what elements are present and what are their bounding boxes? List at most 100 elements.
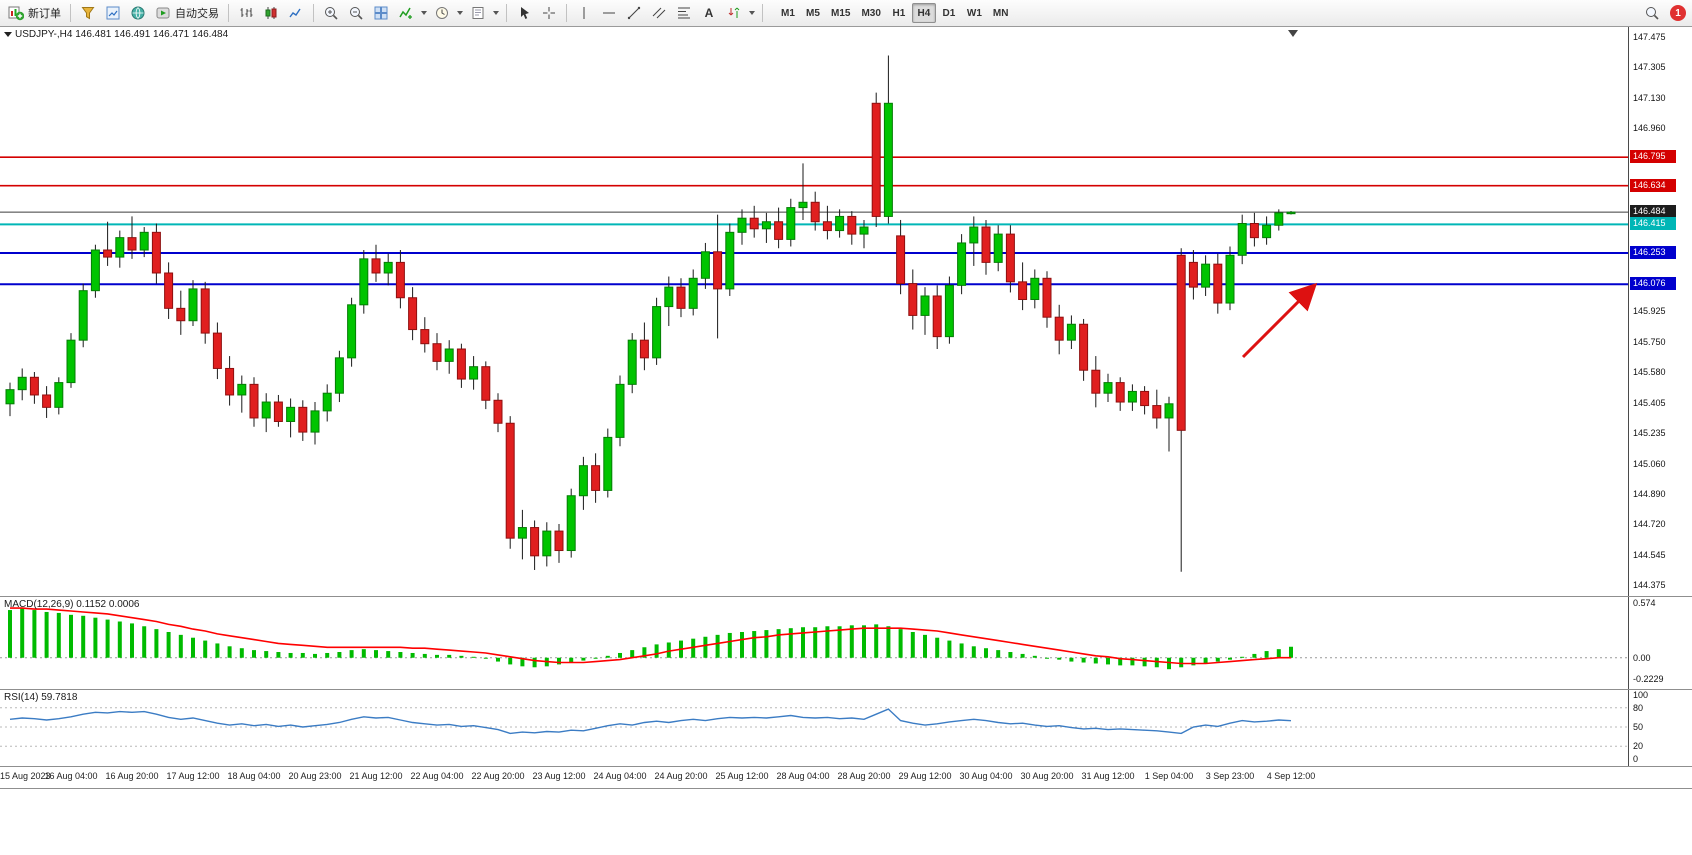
price-badge: 146.484 — [1630, 205, 1676, 219]
symbol-dropdown-icon[interactable] — [4, 32, 12, 37]
bar-chart-button[interactable] — [234, 2, 258, 24]
text-tool-button[interactable]: A — [697, 2, 721, 24]
indicators-icon — [399, 7, 412, 19]
templates-button[interactable] — [466, 2, 490, 24]
axis-label: 144.720 — [1633, 519, 1666, 529]
line-chart-icon — [289, 8, 301, 18]
tile-windows-icon — [374, 6, 388, 20]
fibonacci-icon — [678, 7, 690, 19]
axis-label: 0.574 — [1633, 598, 1656, 608]
periods-button[interactable] — [430, 2, 454, 24]
time-axis-label: 30 Aug 20:00 — [1020, 771, 1074, 781]
symbol-ohlc-text: USDJPY-,H4 146.481 146.491 146.471 146.4… — [15, 29, 229, 40]
axis-label: 145.060 — [1633, 458, 1666, 469]
arrows-tool-button[interactable] — [722, 2, 746, 24]
horizontal-line-button[interactable] — [597, 2, 621, 24]
axis-label: -0.2229 — [1633, 674, 1664, 684]
timeframe-button-m30[interactable]: M30 — [861, 7, 881, 19]
bar-chart-icon — [240, 8, 253, 17]
price-badge: 146.253 — [1630, 246, 1676, 260]
crosshair-button[interactable] — [537, 2, 561, 24]
shapes-dropdown-icon[interactable] — [749, 11, 755, 15]
cursor-button[interactable] — [512, 2, 536, 24]
rsi-canvas[interactable]: RSI(14) 59.7818 — [0, 690, 1628, 766]
vertical-line-icon — [583, 7, 585, 19]
rsi-axis[interactable]: 100 80 50 20 0 — [1628, 690, 1692, 766]
notification-badge[interactable]: 1 — [1670, 5, 1686, 21]
time-axis[interactable]: 15 Aug 2023 16 Aug 04:00 16 Aug 20:00 17 Au… — [0, 767, 1692, 789]
periods-dropdown-icon[interactable] — [457, 11, 463, 15]
toolbar-separator — [762, 4, 763, 22]
rsi-panel: RSI(14) 59.7818 100 80 50 20 0 — [0, 690, 1692, 767]
time-axis-label: 15 Aug 2023 — [0, 771, 51, 781]
timeframe-button-d1[interactable]: D1 — [942, 7, 956, 19]
window-filler — [0, 789, 1692, 855]
price-axis[interactable]: 147.475 147.305 147.130 146.960 145.925 145.7… — [1628, 27, 1692, 596]
time-axis-label: 16 Aug 04:00 — [44, 771, 98, 781]
timeframe-button-h4[interactable]: H4 — [911, 3, 936, 23]
market-watch-icon — [106, 6, 120, 20]
time-axis-label: 1 Sep 04:00 — [1144, 771, 1194, 781]
equidistant-channel-icon — [652, 7, 666, 19]
axis-label: 80 — [1633, 702, 1644, 713]
toolbar-separator — [506, 4, 507, 22]
timeframe-button-h1[interactable]: H1 — [892, 7, 906, 19]
timeframe-button-m5[interactable]: M5 — [806, 7, 820, 19]
trendline-button[interactable] — [622, 2, 646, 24]
horizontal-line-icon — [603, 12, 615, 14]
search-button[interactable] — [1640, 2, 1664, 24]
axis-label: 146.960 — [1633, 123, 1666, 134]
community-button[interactable] — [126, 2, 150, 24]
candlestick-chart-button[interactable] — [259, 2, 283, 24]
line-chart-button[interactable] — [284, 2, 308, 24]
fibonacci-button[interactable] — [672, 2, 696, 24]
timeframe-button-m15[interactable]: M15 — [831, 7, 851, 19]
crosshair-icon — [543, 7, 555, 19]
time-axis-label: 18 Aug 04:00 — [227, 771, 281, 781]
axis-label: 145.405 — [1633, 397, 1666, 408]
zoom-out-button[interactable] — [344, 2, 368, 24]
axis-label: 145.750 — [1633, 336, 1666, 347]
indicators-dropdown-icon[interactable] — [421, 11, 427, 15]
channel-button[interactable] — [647, 2, 671, 24]
toolbar-separator — [70, 4, 71, 22]
funnel-icon — [81, 7, 95, 20]
macd-canvas[interactable]: MACD(12,26,9) 0.1152 0.0006 — [0, 597, 1628, 689]
macd-panel: MACD(12,26,9) 0.1152 0.0006 0.574 0.00 -0.… — [0, 597, 1692, 690]
autotrading-icon — [156, 7, 170, 19]
axis-label: 50 — [1633, 722, 1644, 732]
market-watch-button[interactable] — [101, 2, 125, 24]
cursor-icon — [521, 7, 529, 19]
price-badge: 146.076 — [1630, 277, 1676, 291]
vertical-line-button[interactable] — [572, 2, 596, 24]
axis-label: 147.305 — [1633, 62, 1666, 73]
autotrading-button[interactable]: 自动交易 — [151, 2, 223, 24]
axis-label: 20 — [1633, 741, 1644, 752]
time-axis-label: 16 Aug 20:00 — [105, 771, 159, 781]
axis-label: 144.545 — [1633, 549, 1666, 560]
candlestick-chart-icon — [265, 7, 277, 19]
timeframe-button-w1[interactable]: W1 — [966, 7, 982, 19]
toolbar-separator — [566, 4, 567, 22]
time-axis-label: 22 Aug 20:00 — [471, 771, 525, 781]
macd-title: MACD(12,26,9) 0.1152 0.0006 — [4, 599, 140, 610]
text-icon: A — [705, 6, 714, 20]
new-order-button[interactable]: 新订单 — [4, 2, 65, 24]
chart-canvas[interactable]: USDJPY-,H4 146.481 146.491 146.471 146.4… — [0, 27, 1628, 596]
templates-dropdown-icon[interactable] — [493, 11, 499, 15]
timeframe-button-m1[interactable]: M1 — [781, 7, 795, 19]
toolbar-separator — [313, 4, 314, 22]
timeframe-group: M1 M5 M15 M30 H1 H4 D1 W1 MN — [776, 3, 1013, 23]
autotrading-label: 自动交易 — [175, 8, 219, 20]
timeframe-button-mn[interactable]: MN — [992, 7, 1009, 19]
macd-axis[interactable]: 0.574 0.00 -0.2229 — [1628, 597, 1692, 689]
axis-label: 100 — [1633, 690, 1649, 700]
zoom-in-icon — [325, 7, 338, 20]
indicators-button[interactable] — [394, 2, 418, 24]
time-axis-label: 25 Aug 12:00 — [715, 771, 769, 781]
market-depth-button[interactable] — [76, 2, 100, 24]
axis-label: 147.475 — [1633, 32, 1666, 42]
zoom-in-button[interactable] — [319, 2, 343, 24]
svg-text:A: A — [705, 6, 714, 20]
tile-windows-button[interactable] — [369, 2, 393, 24]
